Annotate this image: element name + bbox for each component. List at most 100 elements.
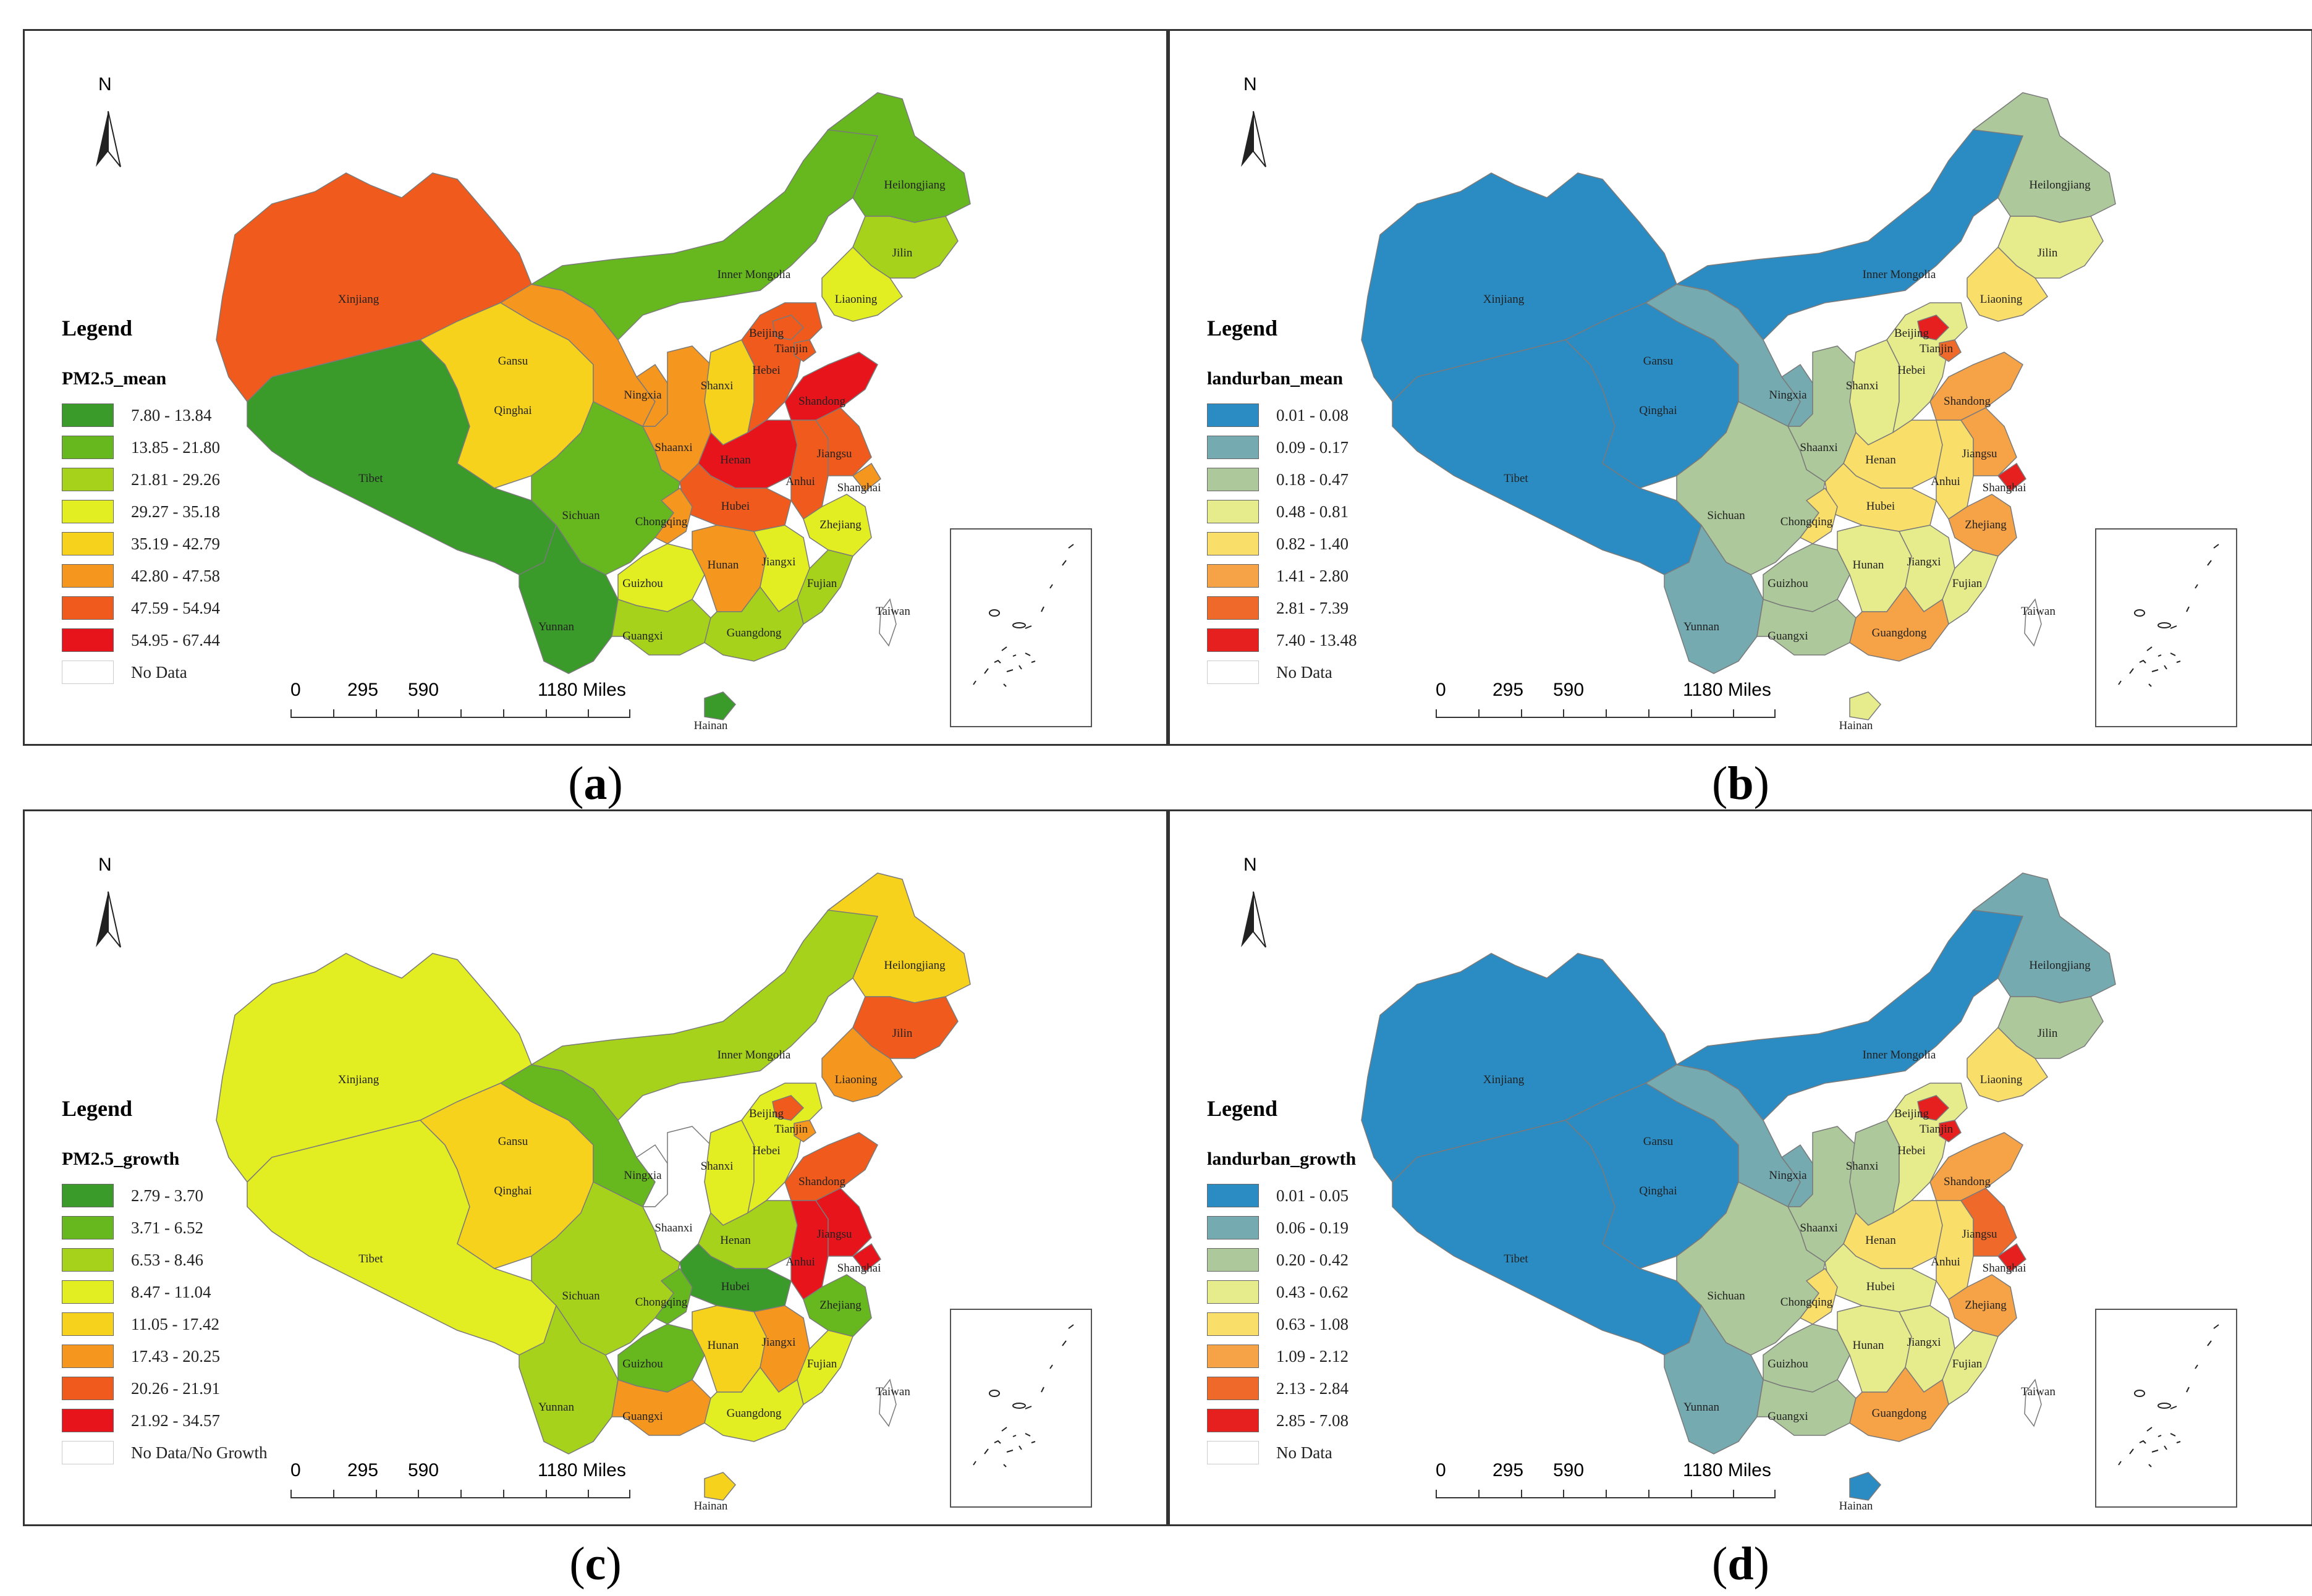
north-arrow-icon: N [1235,855,1272,960]
north-label: N [98,855,112,875]
province-label-innermongolia: Inner Mongolia [1863,1049,1936,1062]
province-heilongjiang [827,872,971,1003]
legend-label: 0.18 - 0.47 [1276,470,1349,489]
legend-label: 2.85 - 7.08 [1276,1411,1349,1430]
province-guangdong [1849,586,1949,662]
legend-label: 0.20 - 0.42 [1276,1250,1349,1269]
legend-swatch [1207,1409,1259,1432]
legend-swatch [1207,500,1259,523]
legend-swatch [62,1216,114,1239]
province-label-guizhou: Guizhou [622,577,663,590]
legend-label: No Data/No Growth [131,1443,268,1462]
province-hainan [1849,1472,1882,1501]
legend-label: 0.63 - 1.08 [1276,1314,1349,1333]
province-chongqing [1799,1267,1838,1325]
legend-item: 0.06 - 0.19 [1207,1212,1356,1244]
scale-bar-tick [460,1490,462,1498]
province-label-fujian: Fujian [1952,1357,1983,1370]
province-label-chongqing: Chongqing [1781,1296,1833,1309]
panel-caption: (a) [568,758,623,809]
province-label-hubei: Hubei [1866,500,1895,513]
province-tianjin [794,339,816,362]
province-shanghai [1997,462,2026,492]
province-label-guangdong: Guangdong [727,1407,782,1420]
province-label-liaoning: Liaoning [1980,1073,2023,1086]
legend-label: No Data [131,662,187,682]
legend-swatch [62,500,114,523]
province-label-jiangsu: Jiangsu [817,447,853,460]
province-label-fujian: Fujian [1952,577,1983,590]
province-label-tibet: Tibet [358,472,383,485]
legend-label: 42.80 - 47.58 [131,566,220,585]
province-fujian [1942,1330,1999,1406]
scale-bar-tick [418,1490,420,1498]
province-beijing [772,315,805,340]
province-liaoning [821,246,904,322]
legend-item: 21.81 - 29.26 [62,463,220,496]
legend-label: 0.43 - 0.62 [1276,1282,1349,1301]
legend-label: 8.47 - 11.04 [131,1282,211,1301]
province-heilongjiang [1972,92,2116,223]
province-label-shanghai: Shanghai [837,481,881,494]
province-label-jilin: Jilin [2038,247,2058,260]
scale-bar-tick [545,709,547,718]
province-fujian [797,549,854,625]
scale-bar-label: 590 [1553,1460,1585,1480]
province-label-xinjiang: Xinjiang [1483,293,1525,306]
province-label-jilin: Jilin [892,1027,913,1040]
province-label-innermongolia: Inner Mongolia [718,1049,791,1062]
legend-swatch [62,436,114,459]
legend-field-name: landurban_growth [1207,1149,1357,1169]
legend-swatch [1207,1280,1259,1304]
legend-item: 6.53 - 8.46 [62,1244,267,1276]
scale-bar-label: 0 [290,1460,301,1480]
province-label-xinjiang: Xinjiang [338,293,379,306]
province-label-fujian: Fujian [807,1357,837,1370]
legend-item: 2.13 - 2.84 [1207,1372,1356,1404]
legend-swatch [1207,436,1259,459]
scale-bar-tick [588,1490,590,1498]
legend: Legend PM2.5_growth 2.79 - 3.70 3.71 - 6.52… [62,1096,267,1469]
province-label-jiangsu: Jiangsu [1962,1228,1998,1241]
south-china-sea-inset [950,528,1092,727]
province-label-yunnan: Yunnan [538,620,575,633]
legend-label: No Data [1276,1443,1332,1462]
province-fujian [797,1330,854,1406]
province-hubei [679,1243,792,1312]
province-anhui [1936,420,1974,520]
province-label-shaanxi: Shaanxi [654,441,692,454]
legend-swatch [1207,1184,1259,1207]
province-label-shaanxi: Shaanxi [1800,1222,1837,1235]
scale-bar-tick [332,709,334,718]
province-shanxi [704,339,755,445]
province-label-qinghai: Qinghai [1639,1184,1677,1197]
province-label-henan: Henan [720,1234,751,1247]
province-label-taiwan: Taiwan [2021,605,2056,618]
province-hebei [741,302,823,434]
scale-bar-label: 295 [1493,680,1524,700]
legend-item-no-data: No Data [1207,1437,1356,1469]
province-taiwan [2024,598,2042,647]
scale-bar-tick [375,1490,377,1498]
province-label-taiwan: Taiwan [2021,1385,2056,1398]
province-tianjin [1939,1120,1962,1142]
province-taiwan [879,598,897,647]
province-shanghai [852,462,881,492]
province-label-hubei: Hubei [721,500,750,513]
province-label-zhejiang: Zhejiang [819,518,862,531]
legend-swatch [62,532,114,555]
province-label-gansu: Gansu [1643,355,1674,368]
legend-item: 0.20 - 0.42 [1207,1244,1356,1276]
legend-swatch [62,1312,114,1336]
scale-bar-tick [1478,709,1480,718]
province-label-tibet: Tibet [1504,472,1528,485]
province-label-hunan: Hunan [708,559,739,572]
province-label-heilongjiang: Heilongjiang [884,179,946,192]
scale-bar-label: 0 [1436,1460,1446,1480]
province-label-anhui: Anhui [785,475,815,488]
province-hainan [704,691,737,720]
province-tianjin [794,1120,816,1142]
province-shanxi [1849,1120,1900,1226]
legend-swatch [1207,661,1259,684]
scale-bar-tick [1520,1490,1522,1498]
